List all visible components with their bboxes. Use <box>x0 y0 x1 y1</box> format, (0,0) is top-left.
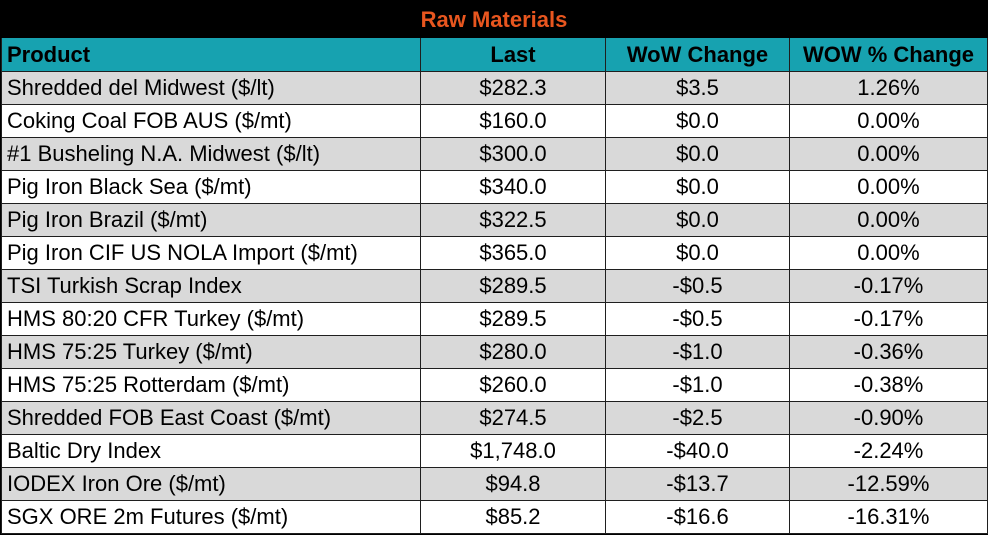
cell-product: TSI Turkish Scrap Index <box>1 269 421 303</box>
cell-last: $1,748.0 <box>420 434 606 468</box>
cell-product: HMS 75:25 Rotterdam ($/mt) <box>1 368 421 402</box>
cell-last: $300.0 <box>420 137 606 171</box>
cell-wow-pct-change: -0.90% <box>789 401 988 435</box>
table-body: Shredded del Midwest ($/lt) $282.3 $3.5 1.2… <box>1 71 988 534</box>
header-wow-change: WoW Change <box>605 38 790 72</box>
cell-wow-pct-change: -0.36% <box>789 335 988 369</box>
cell-wow-pct-change: 0.00% <box>789 236 988 270</box>
cell-last: $365.0 <box>420 236 606 270</box>
cell-last: $282.3 <box>420 71 606 105</box>
cell-wow-change: $0.0 <box>605 203 790 237</box>
cell-wow-pct-change: 0.00% <box>789 170 988 204</box>
cell-product: Shredded del Midwest ($/lt) <box>1 71 421 105</box>
cell-product: Pig Iron Black Sea ($/mt) <box>1 170 421 204</box>
cell-wow-change: $0.0 <box>605 170 790 204</box>
header-last: Last <box>420 38 606 72</box>
cell-wow-change: -$16.6 <box>605 500 790 534</box>
cell-wow-pct-change: -16.31% <box>789 500 988 534</box>
cell-wow-pct-change: -0.17% <box>789 269 988 303</box>
table-row: HMS 75:25 Rotterdam ($/mt) $260.0 -$1.0 -0.… <box>1 368 988 402</box>
cell-wow-change: $3.5 <box>605 71 790 105</box>
cell-wow-change: -$0.5 <box>605 269 790 303</box>
table-title: Raw Materials <box>1 1 987 38</box>
table-row: Pig Iron Brazil ($/mt) $322.5 $0.0 0.00% <box>1 203 988 237</box>
cell-product: HMS 80:20 CFR Turkey ($/mt) <box>1 302 421 336</box>
table-row: Baltic Dry Index $1,748.0 -$40.0 -2.24% <box>1 434 988 468</box>
table-row: HMS 75:25 Turkey ($/mt) $280.0 -$1.0 -0.36% <box>1 335 988 369</box>
cell-last: $85.2 <box>420 500 606 534</box>
table-row: HMS 80:20 CFR Turkey ($/mt) $289.5 -$0.5 -0… <box>1 302 988 336</box>
cell-product: #1 Busheling N.A. Midwest ($/lt) <box>1 137 421 171</box>
cell-last: $280.0 <box>420 335 606 369</box>
cell-last: $274.5 <box>420 401 606 435</box>
table-row: Shredded del Midwest ($/lt) $282.3 $3.5 1.2… <box>1 71 988 105</box>
cell-wow-pct-change: 1.26% <box>789 71 988 105</box>
cell-wow-change: $0.0 <box>605 137 790 171</box>
table-row: TSI Turkish Scrap Index $289.5 -$0.5 -0.17% <box>1 269 988 303</box>
cell-last: $160.0 <box>420 104 606 138</box>
cell-last: $94.8 <box>420 467 606 501</box>
cell-wow-pct-change: 0.00% <box>789 104 988 138</box>
header-product: Product <box>1 38 421 72</box>
cell-wow-change: -$1.0 <box>605 335 790 369</box>
cell-last: $289.5 <box>420 302 606 336</box>
cell-wow-change: -$1.0 <box>605 368 790 402</box>
cell-wow-change: $0.0 <box>605 236 790 270</box>
table-row: Coking Coal FOB AUS ($/mt) $160.0 $0.0 0.00… <box>1 104 988 138</box>
raw-materials-table: Product Last WoW Change WOW % Change Shr… <box>1 38 988 534</box>
cell-last: $260.0 <box>420 368 606 402</box>
cell-wow-pct-change: -0.17% <box>789 302 988 336</box>
cell-wow-pct-change: -2.24% <box>789 434 988 468</box>
table-row: Pig Iron CIF US NOLA Import ($/mt) $365.0… <box>1 236 988 270</box>
header-wow-pct-change: WOW % Change <box>789 38 988 72</box>
cell-product: IODEX Iron Ore ($/mt) <box>1 467 421 501</box>
cell-last: $322.5 <box>420 203 606 237</box>
table-row: #1 Busheling N.A. Midwest ($/lt) $300.0 $0… <box>1 137 988 171</box>
header-row: Product Last WoW Change WOW % Change <box>1 38 988 72</box>
cell-wow-change: $0.0 <box>605 104 790 138</box>
table-row: SGX ORE 2m Futures ($/mt) $85.2 -$16.6 -16.… <box>1 500 988 534</box>
cell-wow-pct-change: 0.00% <box>789 137 988 171</box>
cell-product: Coking Coal FOB AUS ($/mt) <box>1 104 421 138</box>
cell-wow-change: -$40.0 <box>605 434 790 468</box>
cell-wow-pct-change: -0.38% <box>789 368 988 402</box>
cell-product: Shredded FOB East Coast ($/mt) <box>1 401 421 435</box>
cell-last: $340.0 <box>420 170 606 204</box>
cell-wow-change: -$13.7 <box>605 467 790 501</box>
cell-last: $289.5 <box>420 269 606 303</box>
cell-wow-change: -$0.5 <box>605 302 790 336</box>
cell-wow-change: -$2.5 <box>605 401 790 435</box>
table-row: Shredded FOB East Coast ($/mt) $274.5 -$2.… <box>1 401 988 435</box>
cell-product: Baltic Dry Index <box>1 434 421 468</box>
cell-product: Pig Iron Brazil ($/mt) <box>1 203 421 237</box>
table-row: Pig Iron Black Sea ($/mt) $340.0 $0.0 0.00% <box>1 170 988 204</box>
cell-product: Pig Iron CIF US NOLA Import ($/mt) <box>1 236 421 270</box>
cell-product: HMS 75:25 Turkey ($/mt) <box>1 335 421 369</box>
table-row: IODEX Iron Ore ($/mt) $94.8 -$13.7 -12.59% <box>1 467 988 501</box>
cell-wow-pct-change: 0.00% <box>789 203 988 237</box>
cell-product: SGX ORE 2m Futures ($/mt) <box>1 500 421 534</box>
cell-wow-pct-change: -12.59% <box>789 467 988 501</box>
